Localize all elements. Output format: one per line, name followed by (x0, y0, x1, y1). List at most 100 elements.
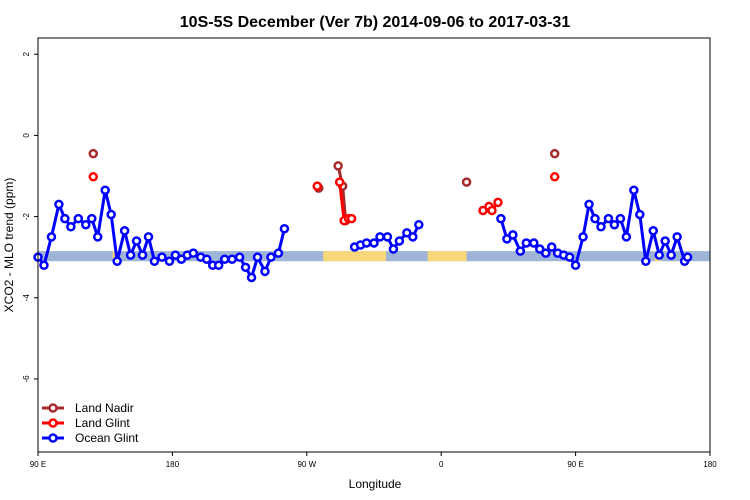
data-point-2-21 (629, 185, 639, 195)
data-point-0-26 (201, 254, 212, 264)
data-point-1-2 (361, 238, 372, 248)
data-point-2-3 (515, 246, 526, 256)
data-point-2-27 (666, 250, 676, 260)
legend-label-0: Land Nadir (75, 401, 134, 415)
data-point-0-13 (119, 226, 130, 236)
plot-frame (37, 37, 711, 453)
data-point-2-1 (502, 234, 512, 244)
data-point-0-11 (106, 209, 116, 220)
data-point-1-7 (394, 236, 405, 246)
data-point-0-29 (219, 254, 230, 264)
legend-marker-2 (48, 433, 58, 443)
data-point-2-30 (682, 252, 693, 262)
data-point-1-8 (402, 228, 412, 238)
data-point-1-5 (382, 232, 393, 242)
x-tick-label-1: 180 (166, 460, 180, 469)
data-point-1-4 (375, 232, 385, 242)
data-point-2-11 (564, 252, 575, 262)
data-point-1-3 (493, 197, 503, 208)
data-point-0-2 (46, 232, 57, 242)
data-point-0-17 (143, 232, 154, 242)
chart-title: 10S-5S December (Ver 7b) 2014-09-06 to 2… (180, 14, 571, 31)
x-tick-label-5: 180 (703, 460, 717, 469)
data-point-2-23 (641, 256, 651, 266)
data-point-single-3 (549, 148, 560, 159)
legend-marker-0 (48, 403, 58, 413)
data-point-0-31 (234, 252, 245, 262)
data-point-2-0 (496, 213, 506, 224)
data-point-0-0 (333, 161, 343, 171)
data-point-single-1 (312, 181, 323, 191)
data-point-single-0 (88, 172, 99, 182)
data-point-2-2 (508, 230, 518, 240)
y-tick-label-1: 0 (22, 133, 31, 138)
data-point-2-25 (654, 250, 664, 260)
data-point-0-15 (131, 236, 142, 246)
data-point-1-0 (478, 205, 488, 216)
data-point-0-5 (66, 221, 76, 232)
data-point-0-12 (112, 256, 122, 266)
data-point-1-3 (369, 238, 379, 248)
data-point-2-14 (584, 199, 594, 210)
data-point-0-3 (346, 213, 357, 224)
data-point-0-30 (227, 254, 237, 264)
x-tick-label-2: 90 W (297, 460, 316, 469)
data-point-0-1 (39, 260, 49, 271)
data-point-0-36 (266, 252, 276, 262)
data-point-0-19 (157, 252, 167, 262)
x-axis: 90 E 180 90 W 0 90 E 180 (30, 452, 717, 469)
legend-label-2: Ocean Glint (75, 431, 139, 445)
data-point-single-2 (549, 172, 560, 182)
data-point-2-26 (660, 236, 670, 246)
data-point-0-18 (149, 256, 160, 266)
land-band-1 (323, 251, 386, 262)
data-point-0-35 (260, 266, 270, 277)
data-point-2-24 (648, 226, 659, 236)
data-point-2-7 (540, 248, 551, 258)
data-point-2-17 (603, 213, 614, 224)
y-tick-label-0: 2 (22, 51, 31, 56)
x-tick-label-4: 90 E (567, 460, 583, 469)
data-point-0-6 (73, 213, 84, 224)
series-land-nadir (88, 148, 560, 226)
data-point-2-18 (609, 219, 620, 230)
y-tick-label-3: -4 (22, 294, 31, 302)
data-point-0-8 (87, 213, 97, 224)
y-axis: 2 0 -2 -4 -6 (22, 51, 38, 383)
data-point-0-32 (240, 262, 251, 273)
data-point-0-34 (252, 252, 263, 262)
data-point-1-10 (414, 219, 424, 230)
y-axis-label: XCO2 - MLO trend (ppm) (2, 178, 16, 313)
data-point-single-0 (88, 148, 99, 159)
data-point-0-38 (279, 224, 290, 234)
data-point-2-16 (596, 221, 606, 232)
x-tick-label-3: 0 (439, 460, 444, 469)
data-point-0-24 (188, 248, 199, 258)
data-point-2-13 (578, 232, 588, 242)
data-point-0-7 (81, 219, 91, 230)
data-point-1-6 (388, 244, 399, 254)
y-tick-label-2: -2 (22, 212, 31, 220)
data-point-2-6 (535, 244, 545, 254)
data-point-0-28 (213, 260, 224, 271)
x-axis-label: Longitude (349, 477, 402, 491)
data-point-1-2 (487, 205, 497, 216)
data-point-1-9 (408, 232, 418, 242)
data-point-0-3 (54, 199, 64, 210)
data-point-0-16 (137, 250, 148, 260)
data-point-0-10 (100, 185, 110, 195)
data-point-2-28 (672, 232, 682, 242)
data-point-0-9 (92, 232, 103, 242)
y-tick-label-4: -6 (22, 375, 31, 383)
land-band-2 (427, 251, 467, 262)
series-layer (33, 148, 693, 283)
data-point-2-19 (615, 213, 626, 224)
data-point-0-0 (334, 177, 345, 187)
series-ocean-glint (33, 185, 693, 283)
data-point-0-22 (176, 254, 187, 264)
data-point-0-37 (273, 248, 284, 258)
data-point-single-2 (461, 177, 472, 187)
data-point-0-21 (170, 250, 181, 260)
